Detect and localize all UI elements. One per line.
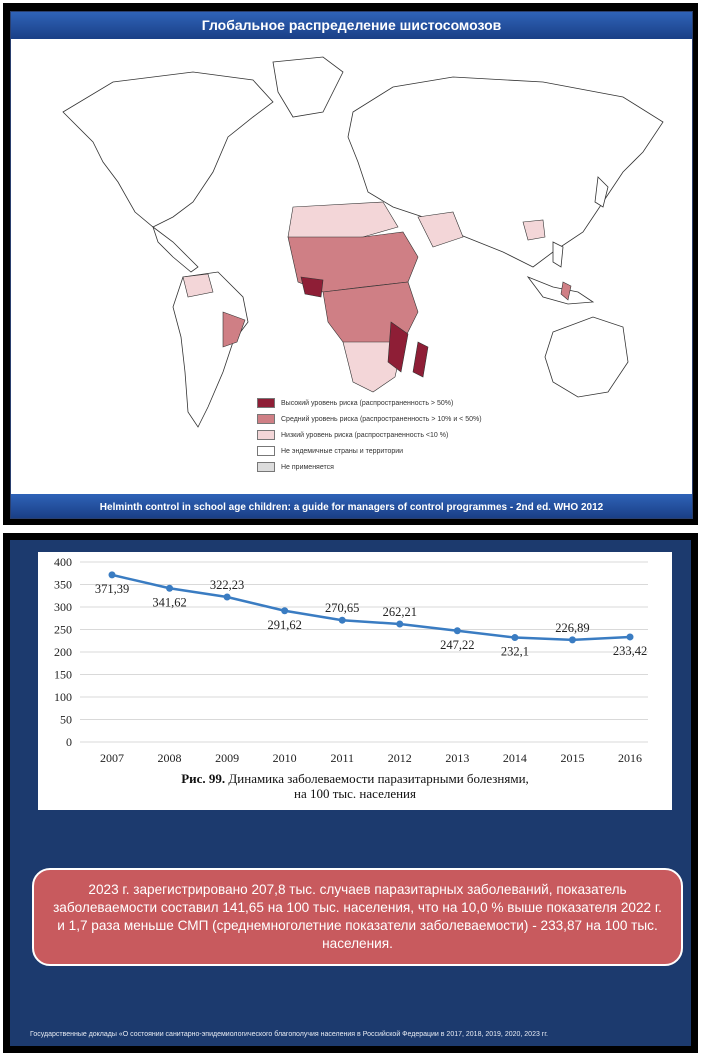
legend-label: Не эндемичные страны и территории xyxy=(281,447,404,455)
x-tick-label: 2011 xyxy=(330,751,354,765)
data-point xyxy=(453,627,461,635)
incidence-slide: 0 50 100 150 200 250 300 350 400 2007 2008 2009 2010… xyxy=(3,533,698,1053)
schistosomiasis-slide: Глобальное распределение шистосомозов xyxy=(3,3,698,525)
slide-content: 0 50 100 150 200 250 300 350 400 2007 2008 2009 2010… xyxy=(10,540,691,1046)
y-tick-label: 200 xyxy=(54,645,72,659)
legend-label: Не применяется xyxy=(281,463,334,471)
data-point xyxy=(396,620,404,628)
legend-swatch-high xyxy=(257,398,275,408)
japan-shape xyxy=(594,176,609,208)
legend-label: Низкий уровень риска (распространенность… xyxy=(281,431,449,439)
data-label: 232,1 xyxy=(501,645,529,659)
data-label: 322,23 xyxy=(210,578,244,592)
data-point xyxy=(568,636,576,644)
data-label: 262,21 xyxy=(383,605,417,619)
china-low-risk xyxy=(522,219,546,241)
x-tick-label: 2013 xyxy=(445,751,469,765)
legend-swatch-non-endemic xyxy=(257,446,275,456)
legend-item: Средний уровень риска (распространенност… xyxy=(257,412,482,426)
x-tick-label: 2015 xyxy=(560,751,584,765)
data-label: 233,42 xyxy=(613,644,647,658)
legend-swatch-low xyxy=(257,430,275,440)
philippines-shape xyxy=(552,241,564,268)
x-tick-label: 2009 xyxy=(215,751,239,765)
world-map-graphic xyxy=(62,56,664,428)
data-label: 291,62 xyxy=(267,618,301,632)
legend-item: Высокий уровень риска (распространенност… xyxy=(257,396,482,410)
incidence-line-chart: 0 50 100 150 200 250 300 350 400 2007 2008 2009 2010… xyxy=(54,555,648,765)
south-america-shape xyxy=(172,271,249,428)
x-tick-label: 2010 xyxy=(273,751,297,765)
y-tick-label: 250 xyxy=(54,623,72,637)
y-tick-label: 0 xyxy=(66,735,72,749)
philippines-moderate-risk xyxy=(560,281,572,301)
y-tick-label: 150 xyxy=(54,668,72,682)
y-tick-label: 100 xyxy=(54,690,72,704)
data-label: 341,62 xyxy=(152,595,186,609)
y-tick-label: 400 xyxy=(54,555,72,569)
data-point xyxy=(108,571,116,579)
x-tick-label: 2016 xyxy=(618,751,642,765)
caption-figure-number: Рис. 99. xyxy=(181,771,226,786)
data-point xyxy=(223,593,231,601)
mozambique-high-risk xyxy=(387,321,409,373)
data-point xyxy=(281,607,289,615)
data-point xyxy=(166,584,174,592)
y-tick-label: 350 xyxy=(54,578,72,592)
legend-item: Не эндемичные страны и территории xyxy=(257,444,482,458)
y-tick-label: 300 xyxy=(54,600,72,614)
legend-label: Высокий уровень риска (распространенност… xyxy=(281,399,454,407)
x-tick-label: 2014 xyxy=(503,751,527,765)
north-america-shape xyxy=(62,71,274,228)
legend-item: Низкий уровень риска (распространенность… xyxy=(257,428,482,442)
summary-callout: 2023 г. зарегистрировано 207,8 тыс. случ… xyxy=(32,868,683,966)
central-america-shape xyxy=(152,225,199,273)
caption-text: Динамика заболеваемости паразитарными бо… xyxy=(225,771,529,786)
caption-line-2: на 100 тыс. населения xyxy=(294,786,416,801)
data-point xyxy=(338,616,346,624)
slide-source: Государственные доклады «О состоянии сан… xyxy=(30,1031,548,1038)
x-tick-label: 2007 xyxy=(100,751,124,765)
legend-swatch-moderate xyxy=(257,414,275,424)
slide-title: Глобальное распределение шистосомозов xyxy=(11,12,692,39)
slide-source: Helminth control in school age children:… xyxy=(11,494,692,518)
legend-swatch-not-applicable xyxy=(257,462,275,472)
australia-shape xyxy=(544,316,629,398)
incidence-chart-panel: 0 50 100 150 200 250 300 350 400 2007 2008 2009 2010… xyxy=(38,552,672,810)
middle-east-low-risk xyxy=(417,211,464,248)
greenland-shape xyxy=(272,56,344,118)
data-point xyxy=(626,633,634,641)
series-line xyxy=(111,573,631,642)
brazil-moderate-risk xyxy=(222,311,246,348)
y-tick-label: 50 xyxy=(60,713,72,727)
data-label: 371,39 xyxy=(95,582,129,596)
madagascar-high-risk xyxy=(412,341,429,378)
se-asia-islands-shape xyxy=(526,276,595,305)
data-label: 247,22 xyxy=(440,638,474,652)
caption-line-1: Рис. 99. Динамика заболеваемости паразит… xyxy=(38,771,672,786)
slide-content: Глобальное распределение шистосомозов xyxy=(10,11,693,519)
data-label: 270,65 xyxy=(325,601,359,615)
legend-item: Не применяется xyxy=(257,460,482,474)
x-tick-label: 2012 xyxy=(388,751,412,765)
data-point xyxy=(511,634,519,642)
world-map xyxy=(23,42,683,487)
map-legend: Высокий уровень риска (распространенност… xyxy=(257,396,482,476)
venezuela-low-risk xyxy=(182,273,214,298)
west-africa-high-risk xyxy=(300,276,324,298)
data-label: 226,89 xyxy=(555,621,589,635)
legend-label: Средний уровень риска (распространенност… xyxy=(281,415,482,423)
chart-caption: Рис. 99. Динамика заболеваемости паразит… xyxy=(38,771,672,801)
x-tick-label: 2008 xyxy=(158,751,182,765)
